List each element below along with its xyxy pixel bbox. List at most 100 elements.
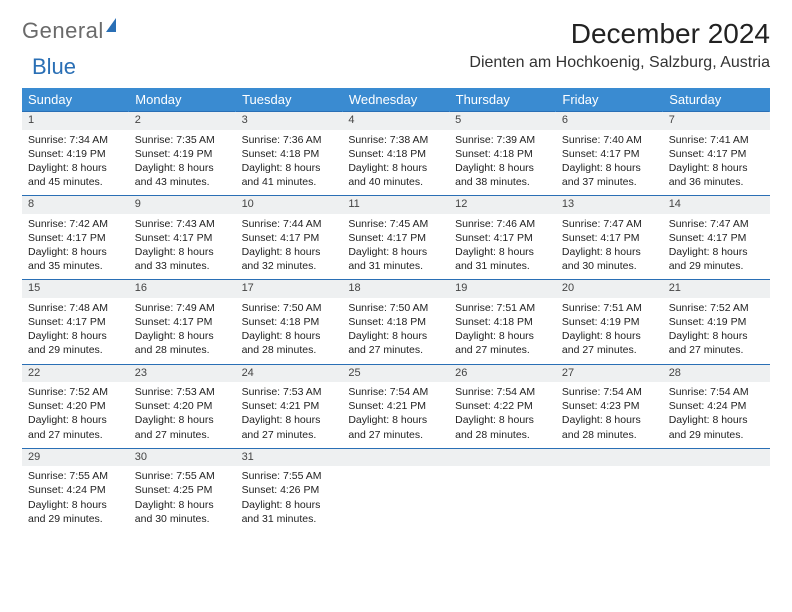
day-number-cell: 8 bbox=[22, 196, 129, 214]
daynum-row: 15161718192021 bbox=[22, 280, 770, 298]
sunset-line: Sunset: 4:17 PM bbox=[562, 231, 657, 245]
daynum-row: 22232425262728 bbox=[22, 364, 770, 382]
day-number-cell: 3 bbox=[236, 112, 343, 130]
day-number-cell: 18 bbox=[342, 280, 449, 298]
day-number-cell: 26 bbox=[449, 364, 556, 382]
daylight-line: Daylight: 8 hours and 27 minutes. bbox=[455, 329, 550, 357]
day-number-cell: 9 bbox=[129, 196, 236, 214]
sunrise-line: Sunrise: 7:35 AM bbox=[135, 133, 230, 147]
daylight-line: Daylight: 8 hours and 31 minutes. bbox=[455, 245, 550, 273]
daylight-line: Daylight: 8 hours and 28 minutes. bbox=[562, 413, 657, 441]
day-info-cell: Sunrise: 7:55 AMSunset: 4:25 PMDaylight:… bbox=[129, 466, 236, 532]
day-number-cell: 28 bbox=[663, 364, 770, 382]
daylight-line: Daylight: 8 hours and 29 minutes. bbox=[28, 329, 123, 357]
sunset-line: Sunset: 4:18 PM bbox=[348, 147, 443, 161]
day-number-cell: 24 bbox=[236, 364, 343, 382]
day-number-cell: 22 bbox=[22, 364, 129, 382]
day-info-cell: Sunrise: 7:42 AMSunset: 4:17 PMDaylight:… bbox=[22, 214, 129, 280]
day-info-cell: Sunrise: 7:54 AMSunset: 4:24 PMDaylight:… bbox=[663, 382, 770, 448]
sunset-line: Sunset: 4:19 PM bbox=[28, 147, 123, 161]
calendar-body: 1234567Sunrise: 7:34 AMSunset: 4:19 PMDa… bbox=[22, 112, 770, 533]
sunset-line: Sunset: 4:19 PM bbox=[135, 147, 230, 161]
day-info-cell: Sunrise: 7:34 AMSunset: 4:19 PMDaylight:… bbox=[22, 130, 129, 196]
day-info-cell: Sunrise: 7:47 AMSunset: 4:17 PMDaylight:… bbox=[556, 214, 663, 280]
brand-part2: Blue bbox=[32, 54, 76, 79]
sunset-line: Sunset: 4:18 PM bbox=[242, 147, 337, 161]
calendar-table: Sunday Monday Tuesday Wednesday Thursday… bbox=[22, 88, 770, 532]
day-info-cell: Sunrise: 7:39 AMSunset: 4:18 PMDaylight:… bbox=[449, 130, 556, 196]
daynum-row: 1234567 bbox=[22, 112, 770, 130]
day-number-cell: 2 bbox=[129, 112, 236, 130]
day-number-cell: 25 bbox=[342, 364, 449, 382]
daylight-line: Daylight: 8 hours and 38 minutes. bbox=[455, 161, 550, 189]
sunrise-line: Sunrise: 7:52 AM bbox=[669, 301, 764, 315]
weekday-header: Wednesday bbox=[342, 88, 449, 112]
sunset-line: Sunset: 4:19 PM bbox=[562, 315, 657, 329]
sunrise-line: Sunrise: 7:48 AM bbox=[28, 301, 123, 315]
day-number-cell bbox=[342, 448, 449, 466]
daylight-line: Daylight: 8 hours and 27 minutes. bbox=[242, 413, 337, 441]
daylight-line: Daylight: 8 hours and 31 minutes. bbox=[242, 498, 337, 526]
day-info-cell: Sunrise: 7:52 AMSunset: 4:20 PMDaylight:… bbox=[22, 382, 129, 448]
daylight-line: Daylight: 8 hours and 43 minutes. bbox=[135, 161, 230, 189]
daylight-line: Daylight: 8 hours and 29 minutes. bbox=[28, 498, 123, 526]
sunset-line: Sunset: 4:18 PM bbox=[455, 315, 550, 329]
weekday-header: Saturday bbox=[663, 88, 770, 112]
day-info-cell: Sunrise: 7:46 AMSunset: 4:17 PMDaylight:… bbox=[449, 214, 556, 280]
day-number-cell bbox=[556, 448, 663, 466]
day-number-cell: 23 bbox=[129, 364, 236, 382]
info-row: Sunrise: 7:55 AMSunset: 4:24 PMDaylight:… bbox=[22, 466, 770, 532]
sunset-line: Sunset: 4:23 PM bbox=[562, 399, 657, 413]
day-number-cell: 14 bbox=[663, 196, 770, 214]
day-info-cell: Sunrise: 7:45 AMSunset: 4:17 PMDaylight:… bbox=[342, 214, 449, 280]
daylight-line: Daylight: 8 hours and 45 minutes. bbox=[28, 161, 123, 189]
sunrise-line: Sunrise: 7:36 AM bbox=[242, 133, 337, 147]
day-info-cell: Sunrise: 7:52 AMSunset: 4:19 PMDaylight:… bbox=[663, 298, 770, 364]
sunrise-line: Sunrise: 7:34 AM bbox=[28, 133, 123, 147]
daylight-line: Daylight: 8 hours and 29 minutes. bbox=[669, 413, 764, 441]
sunrise-line: Sunrise: 7:54 AM bbox=[669, 385, 764, 399]
daylight-line: Daylight: 8 hours and 27 minutes. bbox=[135, 413, 230, 441]
sunset-line: Sunset: 4:17 PM bbox=[455, 231, 550, 245]
day-number-cell: 6 bbox=[556, 112, 663, 130]
sunset-line: Sunset: 4:17 PM bbox=[28, 315, 123, 329]
day-number-cell: 29 bbox=[22, 448, 129, 466]
sunrise-line: Sunrise: 7:49 AM bbox=[135, 301, 230, 315]
day-info-cell bbox=[342, 466, 449, 532]
sunset-line: Sunset: 4:19 PM bbox=[669, 315, 764, 329]
daylight-line: Daylight: 8 hours and 35 minutes. bbox=[28, 245, 123, 273]
sunrise-line: Sunrise: 7:40 AM bbox=[562, 133, 657, 147]
sunset-line: Sunset: 4:24 PM bbox=[669, 399, 764, 413]
sunset-line: Sunset: 4:17 PM bbox=[562, 147, 657, 161]
day-number-cell: 7 bbox=[663, 112, 770, 130]
day-info-cell bbox=[556, 466, 663, 532]
daylight-line: Daylight: 8 hours and 28 minutes. bbox=[242, 329, 337, 357]
sunrise-line: Sunrise: 7:38 AM bbox=[348, 133, 443, 147]
info-row: Sunrise: 7:34 AMSunset: 4:19 PMDaylight:… bbox=[22, 130, 770, 196]
daylight-line: Daylight: 8 hours and 27 minutes. bbox=[669, 329, 764, 357]
daylight-line: Daylight: 8 hours and 30 minutes. bbox=[135, 498, 230, 526]
sunrise-line: Sunrise: 7:55 AM bbox=[135, 469, 230, 483]
day-info-cell: Sunrise: 7:38 AMSunset: 4:18 PMDaylight:… bbox=[342, 130, 449, 196]
daylight-line: Daylight: 8 hours and 41 minutes. bbox=[242, 161, 337, 189]
sunrise-line: Sunrise: 7:42 AM bbox=[28, 217, 123, 231]
weekday-header: Tuesday bbox=[236, 88, 343, 112]
day-number-cell: 11 bbox=[342, 196, 449, 214]
daylight-line: Daylight: 8 hours and 27 minutes. bbox=[28, 413, 123, 441]
sunrise-line: Sunrise: 7:54 AM bbox=[562, 385, 657, 399]
day-number-cell: 12 bbox=[449, 196, 556, 214]
daylight-line: Daylight: 8 hours and 37 minutes. bbox=[562, 161, 657, 189]
daynum-row: 891011121314 bbox=[22, 196, 770, 214]
day-number-cell: 5 bbox=[449, 112, 556, 130]
day-info-cell: Sunrise: 7:44 AMSunset: 4:17 PMDaylight:… bbox=[236, 214, 343, 280]
sunset-line: Sunset: 4:20 PM bbox=[28, 399, 123, 413]
sunrise-line: Sunrise: 7:54 AM bbox=[348, 385, 443, 399]
daylight-line: Daylight: 8 hours and 28 minutes. bbox=[135, 329, 230, 357]
sunrise-line: Sunrise: 7:45 AM bbox=[348, 217, 443, 231]
sunrise-line: Sunrise: 7:50 AM bbox=[348, 301, 443, 315]
day-number-cell: 17 bbox=[236, 280, 343, 298]
day-info-cell: Sunrise: 7:50 AMSunset: 4:18 PMDaylight:… bbox=[236, 298, 343, 364]
sunrise-line: Sunrise: 7:46 AM bbox=[455, 217, 550, 231]
day-number-cell bbox=[663, 448, 770, 466]
sunrise-line: Sunrise: 7:55 AM bbox=[28, 469, 123, 483]
